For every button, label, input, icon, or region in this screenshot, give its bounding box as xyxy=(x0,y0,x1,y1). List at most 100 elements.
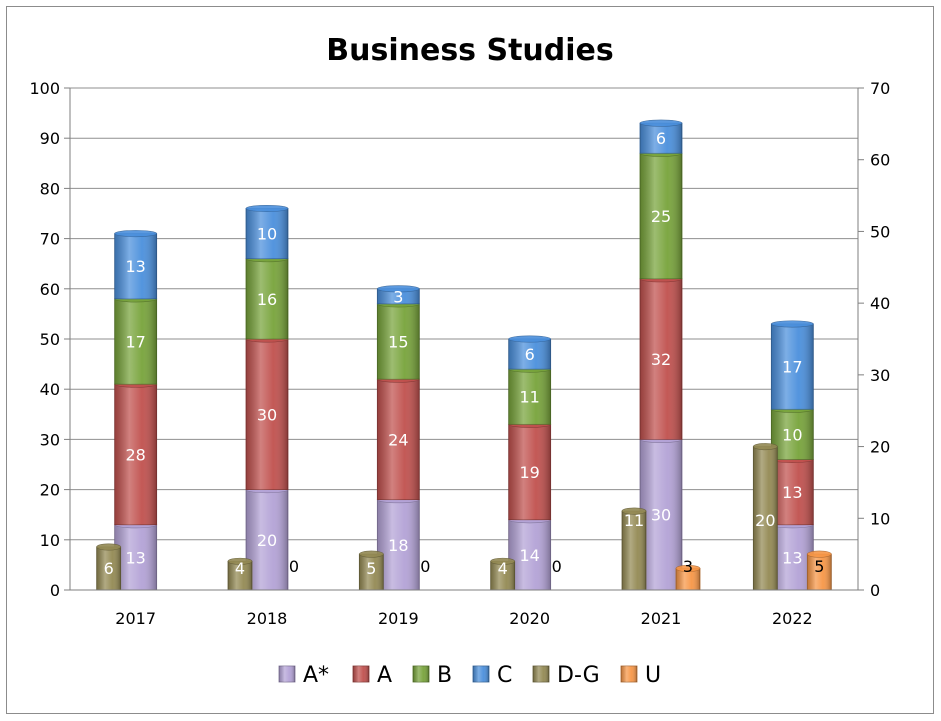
bars xyxy=(96,119,832,591)
right-tick-label: 20 xyxy=(870,438,890,457)
data-label: 10 xyxy=(782,425,802,444)
data-label: 28 xyxy=(125,445,145,464)
right-tick-label: 60 xyxy=(870,151,890,170)
right-tick-label: 40 xyxy=(870,294,890,313)
data-label: 13 xyxy=(125,548,145,567)
data-label: 16 xyxy=(257,290,277,309)
x-tick-label: 2018 xyxy=(247,609,288,628)
data-label: 11 xyxy=(624,511,644,530)
bar-d-g-2017 xyxy=(96,543,122,591)
left-tick-label: 30 xyxy=(40,430,60,449)
left-tick-label: 100 xyxy=(29,79,60,98)
data-label: 17 xyxy=(782,358,802,377)
bar-c-2019 xyxy=(376,285,420,305)
left-tick-label: 60 xyxy=(40,280,60,299)
bar-b-2018 xyxy=(245,255,289,340)
data-label: 4 xyxy=(235,559,245,578)
data-label: 10 xyxy=(257,225,277,244)
legend-entry: B xyxy=(412,663,452,688)
data-label: 15 xyxy=(388,333,408,352)
data-label: 3 xyxy=(393,287,403,306)
bar-c-2022 xyxy=(770,320,814,410)
data-label: 0 xyxy=(552,557,562,576)
data-label: 25 xyxy=(651,207,671,226)
bar-b-2017 xyxy=(114,295,158,385)
legend-label: A* xyxy=(303,663,329,688)
bar-astar-2017 xyxy=(114,521,158,591)
gridlines xyxy=(70,87,858,541)
bar-d-g-2019 xyxy=(358,550,384,591)
left-tick-label: 10 xyxy=(40,531,60,550)
bar-u-2021 xyxy=(675,564,701,591)
bar-a-2020 xyxy=(508,420,552,521)
left-tick-label: 20 xyxy=(40,481,60,500)
left-tick-label: 70 xyxy=(40,230,60,249)
legend-label: D-G xyxy=(557,663,600,688)
data-label: 6 xyxy=(525,345,535,364)
data-label: 30 xyxy=(651,506,671,525)
bar-a-2018 xyxy=(245,335,289,491)
legend-entry: A* xyxy=(278,663,329,688)
data-label: 20 xyxy=(257,531,277,550)
right-tick-label: 30 xyxy=(870,366,890,385)
bar-b-2021 xyxy=(639,149,683,280)
bar-d-g-2020 xyxy=(490,557,516,591)
x-tick-label: 2020 xyxy=(509,609,550,628)
legend-entry: U xyxy=(620,663,661,688)
left-tick-label: 0 xyxy=(50,581,60,600)
bar-b-2020 xyxy=(508,365,552,425)
legend-label: U xyxy=(645,663,661,688)
right-tick-label: 50 xyxy=(870,222,890,241)
data-label: 20 xyxy=(755,511,775,530)
data-label: 4 xyxy=(498,559,508,578)
data-label: 0 xyxy=(420,557,430,576)
data-label: 14 xyxy=(519,546,539,565)
bar-c-2020 xyxy=(508,335,552,370)
data-label: 5 xyxy=(366,559,376,578)
left-tick-label: 80 xyxy=(40,179,60,198)
bar-d-g-2021 xyxy=(621,507,647,591)
legend: A* A B C D-G U xyxy=(278,663,661,688)
data-label: 6 xyxy=(104,559,114,578)
data-label: 0 xyxy=(289,557,299,576)
left-tick-label: 90 xyxy=(40,129,60,148)
data-label: 18 xyxy=(388,536,408,555)
legend-entry: C xyxy=(472,663,512,688)
bar-a-2022 xyxy=(770,455,814,526)
bar-d-g-2022 xyxy=(752,443,778,591)
bar-c-2021 xyxy=(639,119,683,154)
x-axis-categories: 2017 2018 2019 2020 2021 2022 xyxy=(70,589,858,628)
bar-u-2022 xyxy=(806,550,832,591)
bar-c-2018 xyxy=(245,204,289,260)
data-label: 17 xyxy=(125,333,145,352)
left-tick-label: 50 xyxy=(40,330,60,349)
data-label: 13 xyxy=(782,483,802,502)
x-tick-label: 2022 xyxy=(772,609,813,628)
data-label: 6 xyxy=(656,129,666,148)
right-tick-label: 70 xyxy=(870,79,890,98)
x-tick-label: 2017 xyxy=(115,609,156,628)
legend-entry: D-G xyxy=(532,663,600,688)
data-label: 19 xyxy=(519,463,539,482)
legend-entry: A xyxy=(352,663,392,688)
data-label: 13 xyxy=(125,257,145,276)
data-label: 24 xyxy=(388,430,408,449)
data-label: 30 xyxy=(257,405,277,424)
bar-b-2019 xyxy=(376,300,420,380)
bar-c-2017 xyxy=(114,230,158,300)
data-labels: 13 28 17 13 6 20 30 16 10 4 0 18 24 15 3 5 0 14 19 11 6 4 0 30 3… xyxy=(104,129,825,578)
legend-label: C xyxy=(497,663,512,688)
right-tick-label: 10 xyxy=(870,509,890,528)
data-label: 13 xyxy=(782,548,802,567)
right-y-axis: 0 10 20 30 40 50 60 70 xyxy=(857,79,890,600)
x-tick-label: 2021 xyxy=(641,609,682,628)
data-label: 11 xyxy=(519,388,539,407)
bar-a-2021 xyxy=(639,275,683,440)
right-tick-label: 0 xyxy=(870,581,880,600)
bar-a-2019 xyxy=(376,375,420,501)
left-tick-label: 40 xyxy=(40,380,60,399)
data-label: 32 xyxy=(651,350,671,369)
chart-title: Business Studies xyxy=(326,33,614,68)
left-y-axis: 0 10 20 30 40 50 60 70 80 90 100 xyxy=(29,79,71,600)
